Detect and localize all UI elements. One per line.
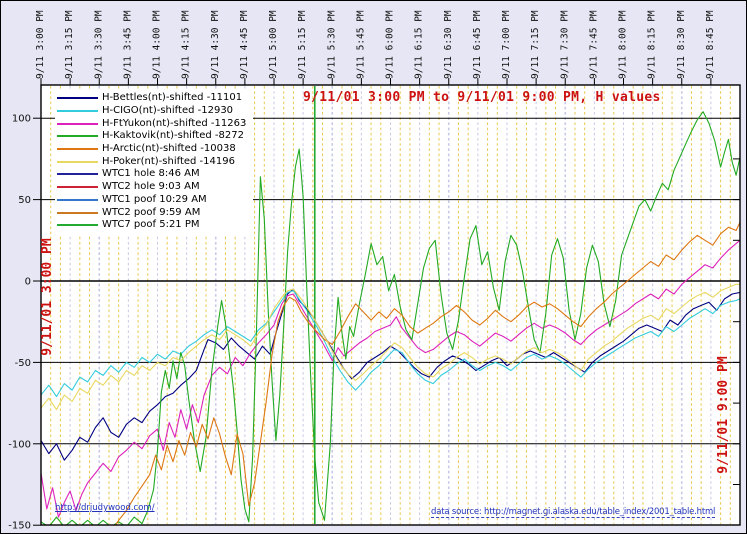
- x-axis-label: 9/11 5:30 PM: [326, 10, 337, 79]
- y-axis-label: -50: [15, 358, 31, 369]
- legend-color-line: [57, 224, 98, 227]
- chart-title: 9/11/01 3:00 PM to 9/11/01 9:00 PM, H va…: [303, 90, 661, 105]
- x-axis-label: 9/11 4:30 PM: [210, 10, 221, 79]
- y-axis-label: 100: [12, 114, 31, 125]
- legend-item: H-Poker(nt)-shifted -14196: [57, 155, 246, 168]
- y-axis-label: 50: [18, 195, 31, 206]
- drjudywood-link[interactable]: http://drjudywood.com/: [55, 503, 155, 513]
- x-axis-label: 9/11 7:45 PM: [588, 10, 599, 79]
- legend-item: WTC7 poof 5:21 PM: [57, 219, 246, 232]
- legend-item-label: WTC2 hole 9:03 AM: [102, 181, 200, 193]
- legend-item-label: WTC1 hole 8:46 AM: [102, 168, 200, 180]
- legend-item-label: WTC1 poof 10:29 AM: [102, 193, 207, 205]
- x-axis-label: 9/11 8:15 PM: [647, 10, 658, 79]
- x-axis-label: 9/11 8:00 PM: [618, 10, 629, 79]
- legend-color-line: [57, 135, 98, 138]
- legend-color-line: [57, 160, 98, 163]
- x-axis-label: 9/11 6:45 PM: [472, 10, 483, 79]
- legend-item: H-FtYukon(nt)-shifted -11263: [57, 117, 246, 130]
- series-line: [41, 290, 740, 398]
- legend-item: WTC2 poof 9:59 AM: [57, 206, 246, 219]
- legend-item-label: WTC7 poof 5:21 PM: [102, 219, 200, 231]
- x-axis-label: 9/11 5:00 PM: [268, 10, 279, 79]
- series-line: [41, 288, 740, 461]
- x-axis-label: 9/11 8:30 PM: [676, 10, 687, 79]
- series-line: [41, 283, 740, 411]
- x-axis-label: 9/11 3:45 PM: [122, 10, 133, 79]
- legend-item: H-Kaktovik(nt)-shifted -8272: [57, 130, 246, 143]
- legend: H-Bettles(nt)-shifted -11101 H-CIGO(nt)-s…: [55, 90, 254, 235]
- legend-item-label: H-FtYukon(nt)-shifted -11263: [102, 117, 247, 129]
- y-axis-label: -100: [8, 439, 31, 450]
- right-time-label: 9/11/01 9:00 PM: [716, 356, 731, 474]
- legend-color-line: [57, 97, 98, 100]
- series-line: [41, 240, 740, 518]
- x-axis-label: 9/11 6:30 PM: [443, 10, 454, 79]
- legend-color-line: [57, 110, 98, 113]
- data-source-link[interactable]: data source: http://magnet.gi.alaska.edu…: [431, 507, 716, 518]
- legend-item-label: WTC2 poof 9:59 AM: [102, 206, 201, 218]
- y-axis-label: -150: [8, 521, 31, 532]
- legend-item: WTC2 hole 9:03 AM: [57, 181, 246, 194]
- x-axis-label: 9/11 7:00 PM: [501, 10, 512, 79]
- left-time-label: 9/11/01 3:00 PM: [40, 238, 55, 356]
- y-axis-label: 0: [25, 277, 31, 288]
- x-axis-label: 9/11 8:45 PM: [705, 10, 716, 79]
- x-axis-label: 9/11 3:15 PM: [64, 10, 75, 79]
- legend-item: WTC1 hole 8:46 AM: [57, 168, 246, 181]
- legend-item-label: H-Kaktovik(nt)-shifted -8272: [102, 130, 244, 142]
- legend-item: H-CIGO(nt)-shifted -12930: [57, 105, 246, 118]
- x-axis-label: 9/11 3:00 PM: [35, 10, 46, 79]
- x-axis-label: 9/11 6:00 PM: [385, 10, 396, 79]
- series-group: [41, 111, 740, 525]
- legend-item: H-Bettles(nt)-shifted -11101: [57, 92, 246, 105]
- legend-item-label: H-Bettles(nt)-shifted -11101: [102, 92, 243, 104]
- x-axis-label: 9/11 3:30 PM: [93, 10, 104, 79]
- x-axis-label: 9/11 7:15 PM: [530, 10, 541, 79]
- legend-color-line: [57, 122, 98, 125]
- x-axis-label: 9/11 4:15 PM: [181, 10, 192, 79]
- legend-color-line: [57, 148, 98, 151]
- series-line: [115, 222, 740, 525]
- x-axis-label: 9/11 4:45 PM: [239, 10, 250, 79]
- legend-item-label: H-CIGO(nt)-shifted -12930: [102, 105, 234, 117]
- legend-color-line: [57, 198, 98, 201]
- x-axis-label: 9/11 6:15 PM: [414, 10, 425, 79]
- legend-color-line: [57, 173, 98, 176]
- x-axis-label: 9/11 5:45 PM: [355, 10, 366, 79]
- x-axis-label: 9/11 5:15 PM: [297, 10, 308, 79]
- legend-item: H-Arctic(nt)-shifted -10038: [57, 143, 246, 156]
- x-axis-label: 9/11 4:00 PM: [152, 10, 163, 79]
- legend-item-label: H-Poker(nt)-shifted -14196: [102, 155, 235, 167]
- x-axis-label: 9/11 7:30 PM: [559, 10, 570, 79]
- legend-item: WTC1 poof 10:29 AM: [57, 194, 246, 207]
- legend-color-line: [57, 186, 98, 189]
- legend-color-line: [57, 211, 98, 214]
- legend-item-label: H-Arctic(nt)-shifted -10038: [102, 143, 236, 155]
- series-line: [41, 111, 740, 525]
